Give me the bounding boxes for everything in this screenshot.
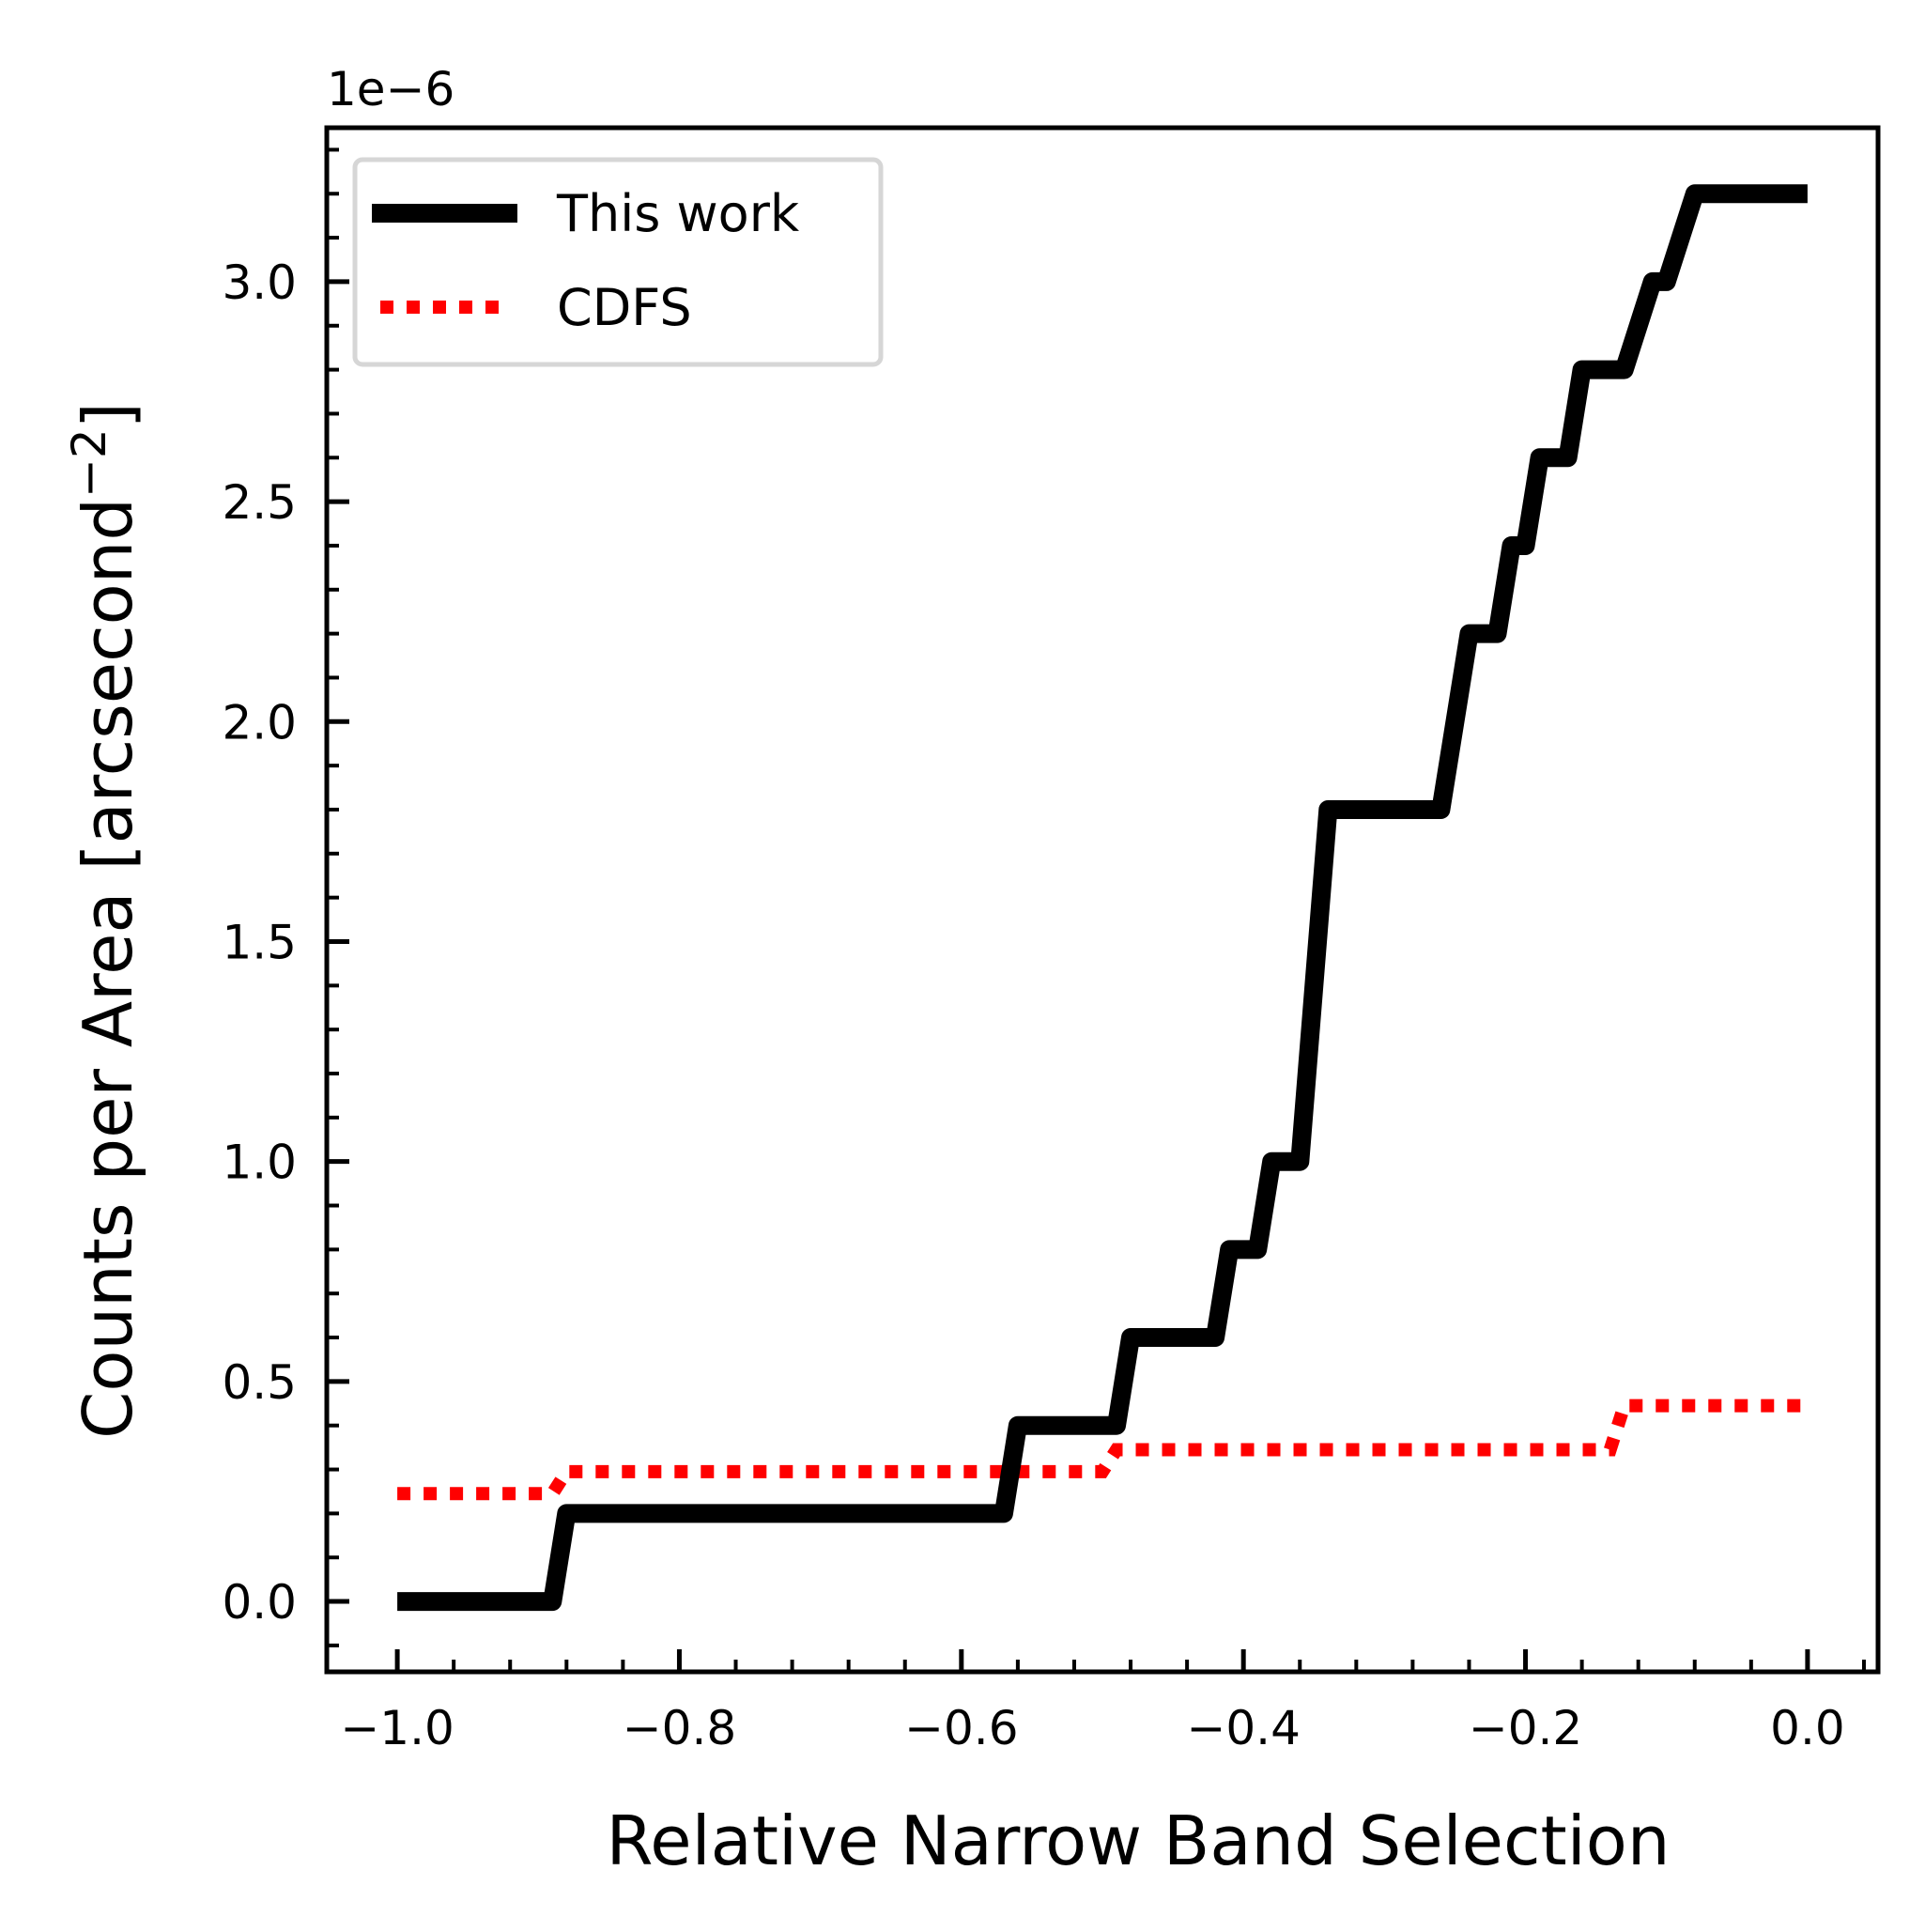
x-tick-label: −0.2 <box>1469 1701 1582 1755</box>
y-offset-label: 1e−6 <box>327 62 454 116</box>
y-tick-label: 0.0 <box>222 1575 297 1630</box>
x-tick-label: −1.0 <box>340 1701 454 1755</box>
x-tick-label: −0.8 <box>623 1701 736 1755</box>
y-tick-label: 1.0 <box>222 1136 297 1190</box>
series-line-this-work <box>397 184 1808 1612</box>
y-axis-label: Counts per Area [arcsecond−2] <box>62 402 147 1439</box>
legend: This work CDFS <box>352 157 884 367</box>
y-tick-label: 0.5 <box>222 1355 297 1410</box>
y-axis-label-main: Counts per Area [arcsecond <box>69 498 147 1439</box>
series-layer <box>397 184 1808 1612</box>
y-axis-label-exponent: −2 <box>62 428 116 498</box>
plot-frame <box>324 125 1881 1675</box>
x-tick-label: −0.6 <box>904 1701 1018 1755</box>
series-line-cdfs <box>397 1399 1808 1501</box>
x-tick-label: 0.0 <box>1770 1701 1845 1755</box>
y-axis-label-close: ] <box>69 402 147 428</box>
y-tick-label: 2.0 <box>222 695 297 750</box>
y-tick-label: 2.5 <box>222 475 297 530</box>
tick-labels: −1.0 −0.8 −0.6 −0.4 −0.2 0.0 0.0 0.5 1.0 1.5 2.0 2.… <box>222 255 1844 1755</box>
x-tick-label: −0.4 <box>1186 1701 1300 1755</box>
y-tick-label: 3.0 <box>222 255 297 310</box>
x-axis-label: Relative Narrow Band Selection <box>607 1801 1671 1880</box>
legend-label-this-work: This work <box>556 184 800 243</box>
legend-label-cdfs: CDFS <box>557 278 692 337</box>
y-tick-label: 1.5 <box>222 915 297 969</box>
